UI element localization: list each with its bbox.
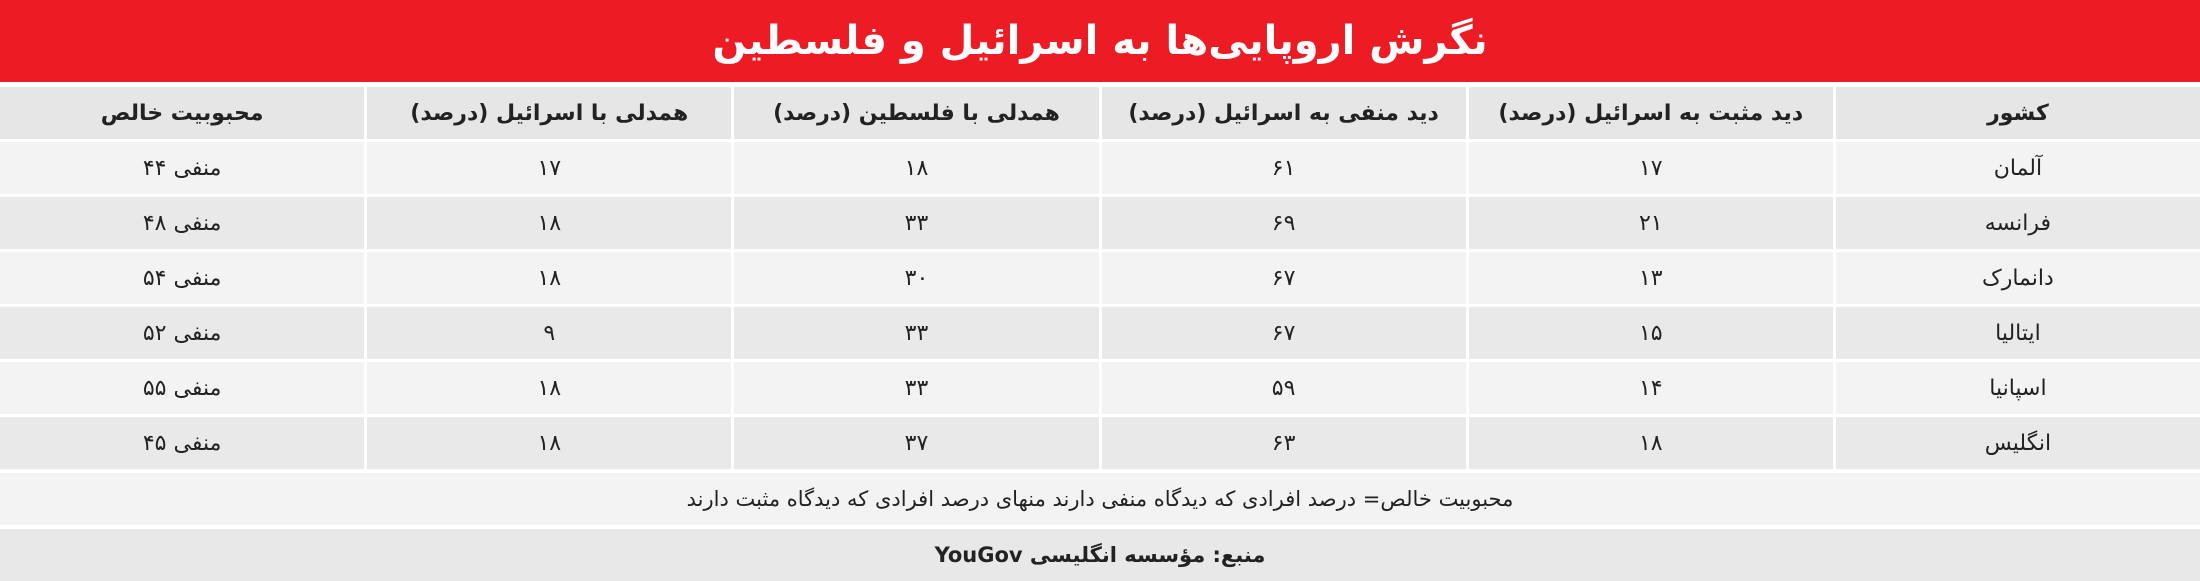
header-country: کشور bbox=[1835, 87, 2200, 139]
cell-net-favorability: منفی ۴۸ bbox=[0, 197, 365, 249]
cell-country: ایتالیا bbox=[1835, 307, 2200, 359]
cell-negative: ۶۷ bbox=[1101, 307, 1466, 359]
cell-country: دانمارک bbox=[1835, 252, 2200, 304]
cell-negative: ۶۱ bbox=[1101, 142, 1466, 194]
cell-net-favorability: منفی ۵۲ bbox=[0, 307, 365, 359]
table-row: ایتالیا ۱۵ ۶۷ ۳۳ ۹ منفی ۵۲ bbox=[0, 307, 2200, 359]
cell-positive: ۲۱ bbox=[1468, 197, 1833, 249]
cell-net-favorability: منفی ۵۴ bbox=[0, 252, 365, 304]
header-row: کشور دید مثبت به اسرائیل (درصد) دید منفی… bbox=[0, 87, 2200, 139]
table-title: نگرش اروپایی‌ها به اسرائیل و فلسطین bbox=[0, 0, 2200, 82]
cell-positive: ۱۸ bbox=[1468, 417, 1833, 469]
cell-country: آلمان bbox=[1835, 142, 2200, 194]
header-positive: دید مثبت به اسرائیل (درصد) bbox=[1468, 87, 1833, 139]
cell-net-favorability: منفی ۵۵ bbox=[0, 362, 365, 414]
cell-positive: ۱۳ bbox=[1468, 252, 1833, 304]
cell-sympathy-israel: ۱۸ bbox=[367, 252, 732, 304]
header-net-favorability: محبوبیت خالص bbox=[0, 87, 365, 139]
cell-sympathy-israel: ۱۸ bbox=[367, 197, 732, 249]
table-row: فرانسه ۲۱ ۶۹ ۳۳ ۱۸ منفی ۴۸ bbox=[0, 197, 2200, 249]
cell-negative: ۶۷ bbox=[1101, 252, 1466, 304]
cell-sympathy-palestine: ۳۳ bbox=[734, 362, 1099, 414]
header-sympathy-palestine: همدلی با فلسطین (درصد) bbox=[734, 87, 1099, 139]
cell-sympathy-palestine: ۳۳ bbox=[734, 197, 1099, 249]
cell-positive: ۱۴ bbox=[1468, 362, 1833, 414]
table-row: آلمان ۱۷ ۶۱ ۱۸ ۱۷ منفی ۴۴ bbox=[0, 142, 2200, 194]
cell-sympathy-palestine: ۳۰ bbox=[734, 252, 1099, 304]
cell-negative: ۵۹ bbox=[1101, 362, 1466, 414]
cell-negative: ۶۹ bbox=[1101, 197, 1466, 249]
cell-sympathy-palestine: ۳۳ bbox=[734, 307, 1099, 359]
header-sympathy-israel: همدلی با اسرائیل (درصد) bbox=[367, 87, 732, 139]
data-table: کشور دید مثبت به اسرائیل (درصد) دید منفی… bbox=[0, 84, 2200, 472]
table-row: انگلیس ۱۸ ۶۳ ۳۷ ۱۸ منفی ۴۵ bbox=[0, 417, 2200, 469]
cell-positive: ۱۷ bbox=[1468, 142, 1833, 194]
table-row: اسپانیا ۱۴ ۵۹ ۳۳ ۱۸ منفی ۵۵ bbox=[0, 362, 2200, 414]
footnote: محبوبیت خالص= درصد افرادی که دیدگاه منفی… bbox=[0, 473, 2200, 525]
cell-sympathy-israel: ۹ bbox=[367, 307, 732, 359]
cell-country: اسپانیا bbox=[1835, 362, 2200, 414]
table-row: دانمارک ۱۳ ۶۷ ۳۰ ۱۸ منفی ۵۴ bbox=[0, 252, 2200, 304]
cell-positive: ۱۵ bbox=[1468, 307, 1833, 359]
cell-net-favorability: منفی ۴۵ bbox=[0, 417, 365, 469]
source: منبع: مؤسسه انگلیسی YouGov bbox=[0, 529, 2200, 581]
cell-sympathy-israel: ۱۸ bbox=[367, 417, 732, 469]
cell-sympathy-palestine: ۱۸ bbox=[734, 142, 1099, 194]
header-negative: دید منفی به اسرائیل (درصد) bbox=[1101, 87, 1466, 139]
cell-sympathy-palestine: ۳۷ bbox=[734, 417, 1099, 469]
cell-country: انگلیس bbox=[1835, 417, 2200, 469]
cell-sympathy-israel: ۱۷ bbox=[367, 142, 732, 194]
cell-country: فرانسه bbox=[1835, 197, 2200, 249]
cell-sympathy-israel: ۱۸ bbox=[367, 362, 732, 414]
cell-negative: ۶۳ bbox=[1101, 417, 1466, 469]
cell-net-favorability: منفی ۴۴ bbox=[0, 142, 365, 194]
